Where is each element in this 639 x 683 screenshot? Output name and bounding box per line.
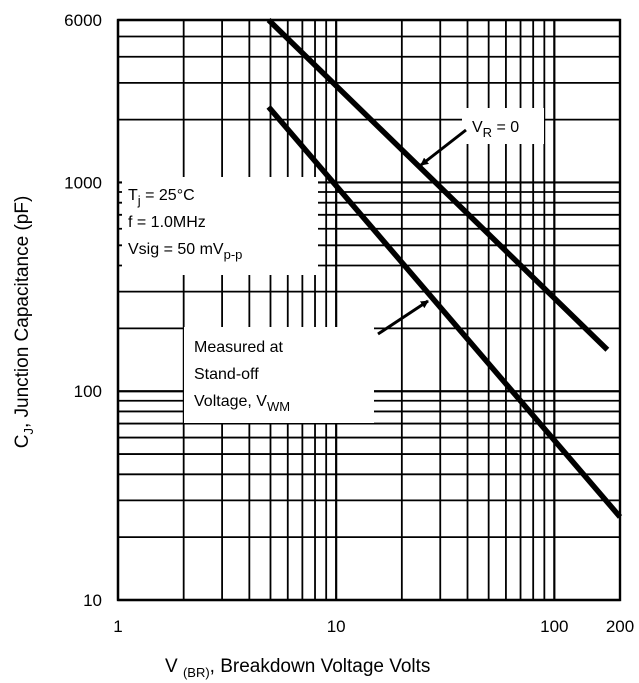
measured-arrow <box>377 299 429 336</box>
y-tick-label: 100 <box>74 382 102 401</box>
vr-arrow <box>420 128 467 167</box>
series-lines <box>266 18 623 519</box>
condition-line-1: Tj = 25°C <box>128 187 195 208</box>
vr-label: VR = 0 <box>472 119 519 140</box>
condition-line-3: Vsig = 50 mVp-p <box>128 241 242 262</box>
conditions-box <box>122 177 318 275</box>
annotations: VR = 0 Tj = 25°C f = 1.0MHz Vsig = 50 mVp-p… <box>122 108 544 423</box>
condition-line-2: f = 1.0MHz <box>128 214 206 231</box>
y-axis-title: CJ, Junction Capacitance (pF) <box>12 196 36 449</box>
y-tick-label: 6000 <box>64 11 102 30</box>
measured-line-3: Voltage, VWM <box>194 393 290 414</box>
measured-line-1: Measured at <box>194 339 283 356</box>
series-line-2 <box>266 105 623 519</box>
vr-label-box <box>462 108 544 144</box>
x-tick-label: 1 <box>113 617 122 636</box>
y-tick-label: 10 <box>83 591 102 610</box>
y-tick-label: 1000 <box>64 173 102 192</box>
measured-box <box>184 327 374 423</box>
x-tick-label: 10 <box>327 617 346 636</box>
x-tick-label: 100 <box>540 617 568 636</box>
x-tick-label: 200 <box>606 617 634 636</box>
series-line-1 <box>266 18 610 352</box>
grid <box>116 18 622 602</box>
measured-line-2: Stand-off <box>194 366 259 383</box>
tick-labels: 1 10 100 200 10 100 1000 6000 <box>64 11 634 636</box>
axis-titles: V (BR), Breakdown Voltage Volts CJ, Junct… <box>12 196 430 680</box>
plot-frame <box>116 18 622 602</box>
x-axis-title: V (BR), Breakdown Voltage Volts <box>165 656 430 680</box>
